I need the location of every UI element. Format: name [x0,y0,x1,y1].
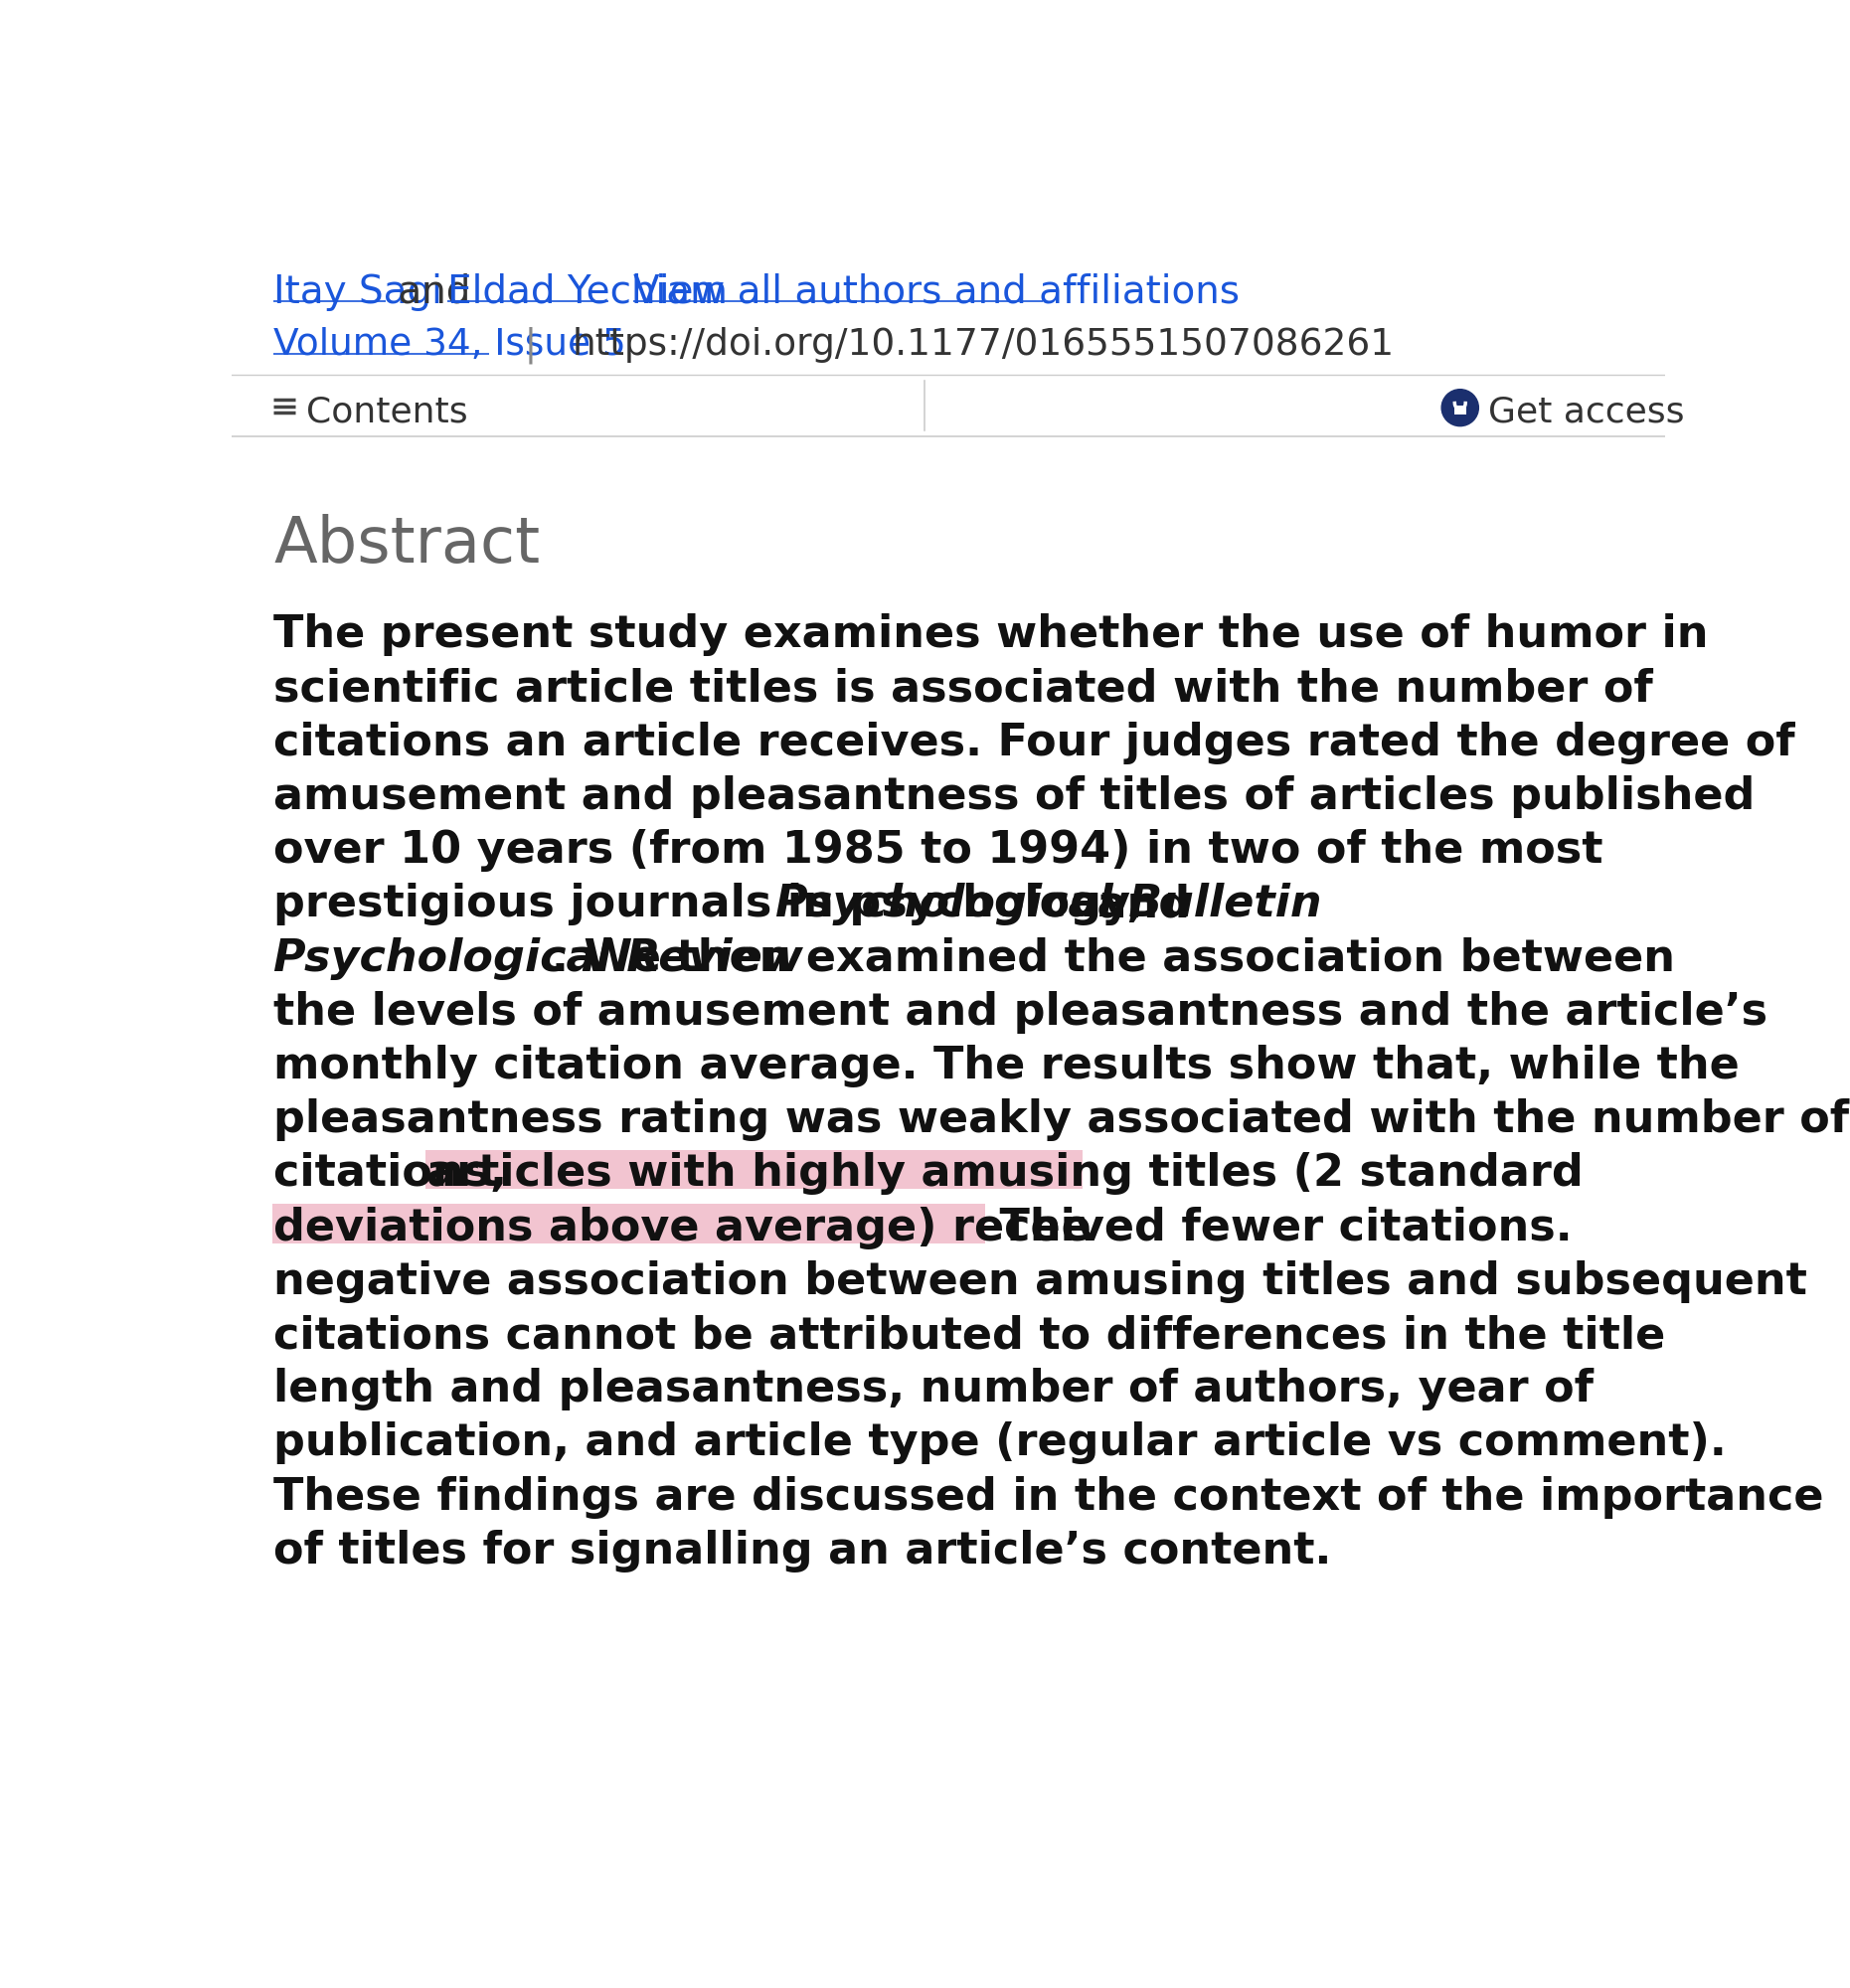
FancyBboxPatch shape [272,1205,986,1242]
Text: articles with highly amusing titles (2 standard: articles with highly amusing titles (2 s… [427,1153,1584,1195]
Circle shape [1441,390,1478,425]
Text: and: and [1082,883,1190,926]
Text: Eldad Yechiam: Eldad Yechiam [448,272,727,310]
Text: pleasantness rating was weakly associated with the number of: pleasantness rating was weakly associate… [274,1099,1850,1141]
Text: Abstract: Abstract [274,515,540,577]
Text: Get access: Get access [1487,396,1684,429]
Text: deviations above average) received fewer citations.: deviations above average) received fewer… [274,1207,1572,1248]
FancyBboxPatch shape [1454,406,1467,415]
Text: citations,: citations, [274,1153,524,1195]
Text: amusement and pleasantness of titles of articles published: amusement and pleasantness of titles of … [274,775,1756,817]
Text: and: and [385,272,483,310]
Text: Itay Sagi: Itay Sagi [274,272,442,310]
Text: |: | [488,326,572,364]
Text: citations cannot be attributed to differences in the title: citations cannot be attributed to differ… [274,1314,1665,1358]
Text: Psychological Bulletin: Psychological Bulletin [775,883,1321,926]
Text: of titles for signalling an article’s content.: of titles for signalling an article’s co… [274,1529,1332,1573]
FancyBboxPatch shape [426,1151,1082,1189]
Text: length and pleasantness, number of authors, year of: length and pleasantness, number of autho… [274,1368,1593,1411]
Text: . We then examined the association between: . We then examined the association betwe… [551,936,1676,980]
Text: over 10 years (from 1985 to 1994) in two of the most: over 10 years (from 1985 to 1994) in two… [274,829,1604,873]
Text: Psychological Review: Psychological Review [274,936,803,980]
Text: negative association between amusing titles and subsequent: negative association between amusing tit… [274,1260,1807,1302]
Text: Volume 34, Issue 5: Volume 34, Issue 5 [274,326,627,362]
Text: The: The [984,1207,1092,1248]
Text: prestigious journals in psychology,: prestigious journals in psychology, [274,883,1160,926]
Text: the levels of amusement and pleasantness and the article’s: the levels of amusement and pleasantness… [274,990,1769,1034]
Text: scientific article titles is associated with the number of: scientific article titles is associated … [274,668,1654,710]
Text: Contents: Contents [305,396,468,429]
Text: https://doi.org/10.1177/0165551507086261: https://doi.org/10.1177/0165551507086261 [574,326,1395,362]
Text: The present study examines whether the use of humor in: The present study examines whether the u… [274,614,1709,656]
Text: monthly citation average. The results show that, while the: monthly citation average. The results sh… [274,1044,1739,1087]
Text: publication, and article type (regular article vs comment).: publication, and article type (regular a… [274,1421,1726,1465]
Text: citations an article receives. Four judges rated the degree of: citations an article receives. Four judg… [274,722,1794,763]
Text: View all authors and affiliations: View all authors and affiliations [633,272,1240,310]
Text: These findings are discussed in the context of the importance: These findings are discussed in the cont… [274,1475,1824,1519]
